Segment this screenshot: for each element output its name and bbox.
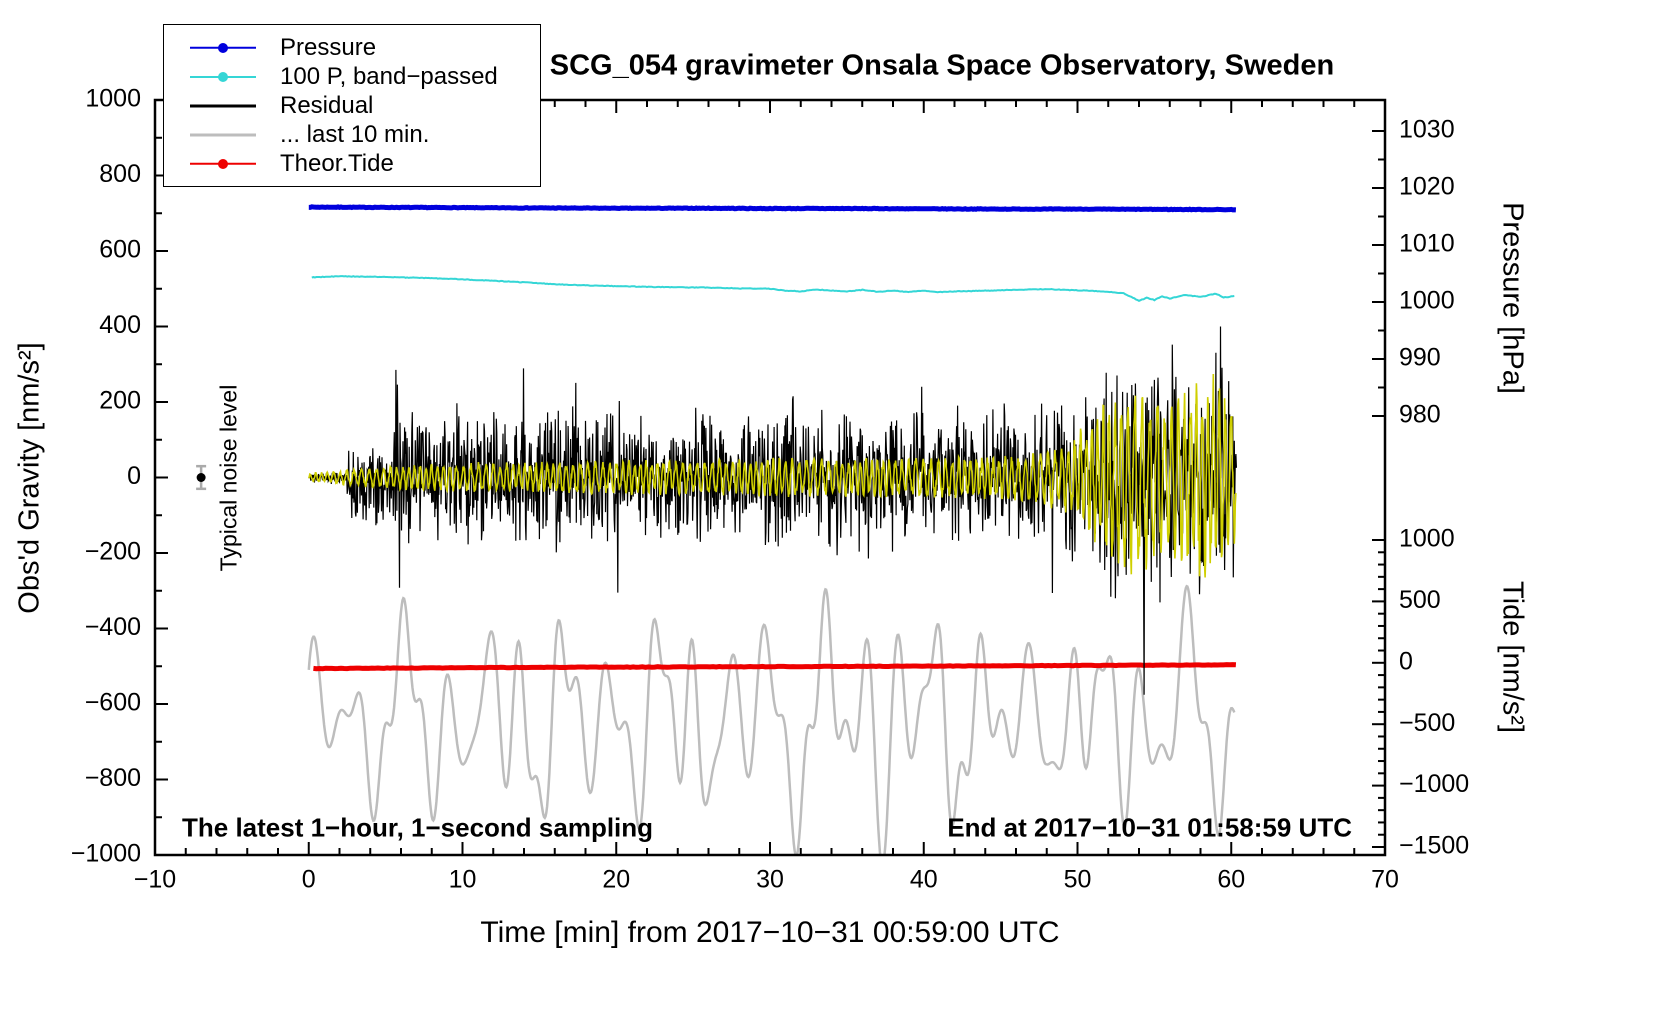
series-residual-band-passed-overlay (308, 373, 1237, 578)
series-100-p-band-passed (311, 275, 1235, 303)
legend: Pressure 100 P, band−passed Residual... la… (163, 24, 541, 187)
series-pressure (308, 204, 1237, 213)
legend-line-swatch (190, 91, 256, 120)
legend-line-swatch (190, 33, 256, 62)
tick-label: 0 (302, 866, 316, 894)
tick-label: 1010 (1399, 230, 1455, 258)
tick-label: 0 (127, 462, 141, 490)
tick-label: 20 (602, 866, 630, 894)
series-residual (308, 326, 1237, 695)
tick-label: −400 (85, 613, 141, 641)
tick-label: 60 (1217, 866, 1245, 894)
legend-label: Pressure (280, 33, 377, 61)
annotation-end-time: End at 2017−10−31 01:58:59 UTC (947, 812, 1352, 843)
tick-label: −1000 (71, 840, 141, 868)
tick-label: 990 (1399, 344, 1441, 372)
legend-item-100-p-band-passed: 100 P, band−passed (190, 62, 540, 91)
annotation-noise-level: Typical noise level (215, 384, 242, 572)
legend-item-residual: Residual (190, 91, 540, 120)
chart-title: SCG_054 gravimeter Onsala Space Observat… (549, 49, 1335, 82)
legend-line-swatch (190, 149, 256, 178)
tick-label: 0 (1399, 647, 1413, 675)
tick-label: 400 (99, 311, 141, 339)
tick-label: 1000 (1399, 287, 1455, 315)
annotation-sampling: The latest 1−hour, 1−second sampling (182, 812, 654, 843)
legend-item-pressure: Pressure (190, 33, 540, 62)
tick-label: 980 (1399, 401, 1441, 429)
legend-line-swatch (190, 120, 256, 149)
tick-label: −500 (1399, 709, 1455, 737)
legend-dot-marker (218, 158, 228, 169)
legend-item-theor-tide: Theor.Tide (190, 149, 540, 178)
tick-label: −1000 (1399, 770, 1469, 798)
legend-item-last-10-min: ... last 10 min. (190, 120, 540, 149)
legend-label: ... last 10 min. (280, 120, 430, 148)
axis-tick-labels: −10 0 10 20 30 40 50 60 7010008006004002000−200−… (71, 85, 1469, 894)
tick-label: −600 (85, 689, 141, 717)
tick-label: −800 (85, 764, 141, 792)
tick-label: 1000 (85, 85, 141, 113)
legend-line-sample (190, 133, 256, 136)
tick-label: 800 (99, 160, 141, 188)
tick-label: 500 (1399, 586, 1441, 614)
y-axis-title-gravity: Obs'd Gravity [nm/s²] (13, 342, 46, 614)
legend-label: 100 P, band−passed (280, 62, 498, 90)
plot-series (307, 204, 1237, 855)
legend-label: Theor.Tide (280, 149, 394, 177)
tick-label: 1030 (1399, 116, 1455, 144)
tick-label: 40 (910, 866, 938, 894)
tick-label: −1500 (1399, 832, 1469, 860)
tick-label: 50 (1064, 866, 1092, 894)
tick-label: 10 (449, 866, 477, 894)
legend-dot-marker (218, 71, 228, 82)
legend-line-swatch (190, 62, 256, 91)
x-axis-title: Time [min] from 2017−10−31 00:59:00 UTC (480, 916, 1060, 949)
tick-label: 200 (99, 387, 141, 415)
legend-label: Residual (280, 91, 374, 119)
tick-label: 1020 (1399, 173, 1455, 201)
tick-label: 30 (756, 866, 784, 894)
y-axis-title-tide: Tide [nm/s²] (1496, 580, 1529, 734)
tick-label: −200 (85, 538, 141, 566)
noise-level-marker (196, 464, 207, 491)
tick-label: −10 (134, 866, 176, 894)
series-last-10-min (307, 584, 1236, 855)
noise-level-dot (196, 473, 206, 482)
legend-dot-marker (218, 42, 228, 53)
series-theor-tide (313, 662, 1237, 672)
tick-label: 70 (1371, 866, 1399, 894)
tick-label: 600 (99, 236, 141, 264)
legend-line-sample (190, 104, 256, 107)
tick-label: 1000 (1399, 525, 1455, 553)
y-axis-title-pressure: Pressure [hPa] (1496, 202, 1529, 394)
